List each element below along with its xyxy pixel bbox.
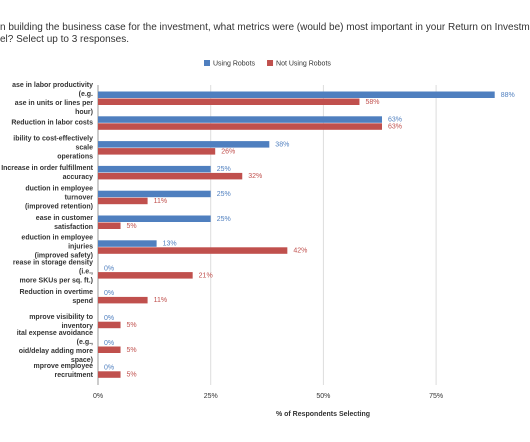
bar [98,321,121,329]
value-label: 26% [221,148,235,155]
bar [98,98,360,105]
bar [98,190,211,198]
category-label: Increase in order fulfillment accuracy [1,164,93,181]
legend-label: Using Robots [213,60,256,67]
value-label: 11% [154,198,168,205]
x-tick-label: 0% [93,393,103,400]
bar [98,296,148,304]
chart-title: el? Select up to 3 responses. [0,34,129,45]
bar [98,197,148,205]
value-label: 25% [217,166,231,173]
x-axis-title: % of Respondents Selecting [276,411,370,418]
legend-swatch [267,60,274,66]
bar [98,215,211,222]
bar [98,247,288,254]
category-label: eduction in employee injuries (improved … [21,234,93,260]
value-label: 21% [199,272,213,279]
value-label: 25% [217,191,231,198]
chart-title: n building the business case for the inv… [0,22,530,33]
category-label: ase in labor productivity (e.g. ase in u… [12,81,93,116]
bar [98,123,383,130]
value-label: 11% [154,297,168,304]
value-label: 5% [127,372,137,379]
bar [98,165,211,173]
value-label: 0% [104,365,114,372]
value-label: 63% [388,124,402,131]
value-label: 38% [275,141,289,148]
bar [98,222,121,229]
value-label: 0% [104,315,114,322]
category-label: ital expense avoidance (e.g., oid/delay … [16,329,93,364]
value-label: 5% [127,322,137,329]
value-label: 5% [127,347,137,354]
x-tick-label: 50% [316,393,330,400]
category-label: duction in employee turnover (improved r… [24,185,93,211]
bar [98,91,495,98]
bar [98,272,193,279]
value-label: 13% [163,241,177,248]
legend-swatch [204,60,210,66]
x-tick-label: 75% [429,393,443,400]
category-label: mprove visibility to inventory [29,313,93,330]
value-label: 32% [248,173,262,180]
x-tick-label: 25% [204,393,218,400]
bar [98,116,383,123]
value-label: 42% [293,248,307,255]
category-label: ease in customer satisfaction [35,214,93,231]
bar [98,148,216,155]
category-label: ibility to cost-effectively scale operat… [13,135,93,161]
value-label: 0% [104,290,114,297]
bar [98,371,121,378]
bar [98,172,243,180]
value-label: 0% [104,265,114,272]
category-label: Reduction in overtime spend [19,288,93,305]
category-label: rease in storage density (i.e., more SKU… [12,259,93,285]
value-label: 5% [127,223,137,230]
value-label: 25% [217,216,231,223]
category-label: mprove employee recruitment [33,363,93,380]
bar [98,240,157,247]
value-label: 58% [365,99,379,106]
value-label: 63% [388,117,402,124]
category-label: Reduction in labor costs [11,119,93,127]
value-label: 88% [501,92,515,99]
bar [98,346,121,353]
legend-label: Not Using Robots [276,60,331,67]
value-label: 0% [104,340,114,347]
bar [98,141,270,148]
